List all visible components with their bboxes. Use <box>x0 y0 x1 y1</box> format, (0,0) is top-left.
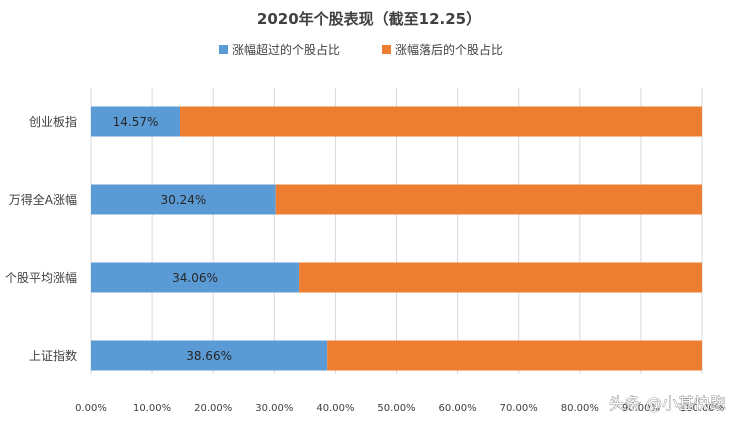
category-label: 上证指数 <box>29 348 77 363</box>
x-tick-label: 20.00% <box>194 403 232 414</box>
legend-label: 涨幅超过的个股占比 <box>232 42 340 57</box>
x-tick-label: 10.00% <box>133 403 171 414</box>
legend-swatch <box>382 45 391 54</box>
x-tick-label: 70.00% <box>500 403 538 414</box>
bars <box>91 106 702 371</box>
watermark: 头条 @小基快跑 <box>609 394 726 413</box>
bar-outperform <box>91 184 276 215</box>
bar-outperform <box>91 262 300 293</box>
bar-outperform <box>91 106 181 137</box>
x-tick-label: 50.00% <box>377 403 415 414</box>
data-labels: 14.57% 30.24% 34.06% 38.66% <box>113 115 232 363</box>
chart-title: 2020年个股表现（截至12.25） <box>257 10 481 28</box>
category-label: 万得全A涨幅 <box>9 192 77 207</box>
bar-underperform <box>299 262 702 293</box>
bar-underperform <box>327 340 702 371</box>
legend: 涨幅超过的个股占比 涨幅落后的个股占比 <box>219 42 503 57</box>
x-tick-labels: 0.00% 10.00% 20.00% 30.00% 40.00% 50.00% 60.00… <box>75 403 724 414</box>
bar-outperform <box>91 340 328 371</box>
category-label: 创业板指 <box>29 114 77 129</box>
bar-underperform <box>180 106 702 137</box>
category-label: 个股平均涨幅 <box>5 270 77 285</box>
data-label: 38.66% <box>186 349 232 363</box>
x-tick-label: 40.00% <box>316 403 354 414</box>
x-tick-label: 100.00% <box>680 403 725 414</box>
x-tick-label: 80.00% <box>561 403 599 414</box>
x-tick-label: 0.00% <box>75 403 107 414</box>
data-label: 30.24% <box>161 193 207 207</box>
x-tick-label: 30.00% <box>255 403 293 414</box>
legend-swatch <box>219 45 228 54</box>
data-label: 14.57% <box>113 115 159 129</box>
bar-underperform <box>275 184 702 215</box>
legend-label: 涨幅落后的个股占比 <box>395 42 503 57</box>
x-tick-label: 90.00% <box>622 403 660 414</box>
x-tick-label: 60.00% <box>439 403 477 414</box>
data-label: 34.06% <box>172 271 218 285</box>
